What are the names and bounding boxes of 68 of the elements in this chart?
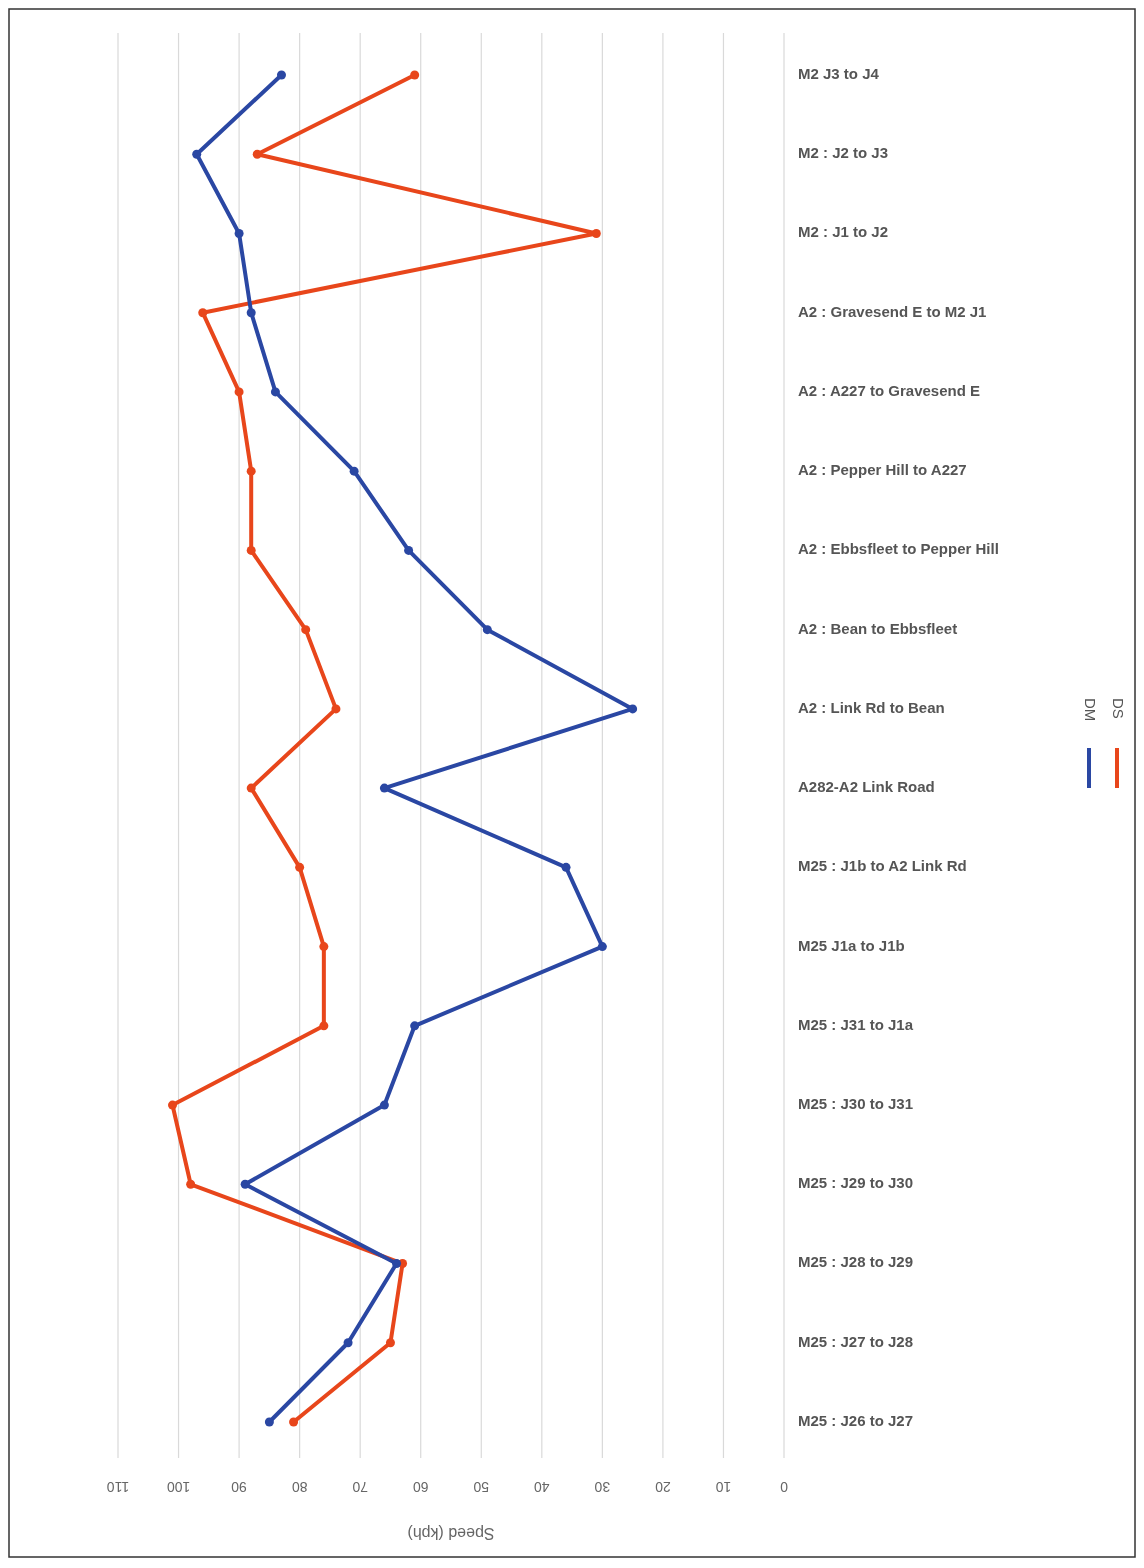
y-tick-label: A282-A2 Link Road bbox=[798, 778, 935, 796]
point bbox=[234, 228, 244, 238]
x-tick-label: 100 bbox=[166, 1479, 191, 1496]
x-tick-label: 0 bbox=[779, 1479, 788, 1496]
point bbox=[410, 70, 420, 80]
point bbox=[561, 862, 571, 872]
y-tick-label: M25 J1a to J1b bbox=[798, 936, 905, 954]
y-tick-label: M25 : J27 to J28 bbox=[798, 1332, 914, 1350]
point bbox=[410, 1021, 420, 1031]
x-tick-label: 10 bbox=[715, 1479, 732, 1496]
y-tick-label: M25 : J26 to J27 bbox=[798, 1411, 914, 1429]
y-tick-label: A2 : Ebbsfleet to Pepper Hill bbox=[798, 540, 999, 558]
x-tick-label: 110 bbox=[106, 1479, 130, 1496]
point bbox=[482, 625, 492, 635]
point bbox=[392, 1259, 402, 1269]
point bbox=[246, 466, 256, 476]
y-tick-label: M25 : J28 to J29 bbox=[798, 1253, 914, 1271]
y-tick-label: A2 : Pepper Hill to A227 bbox=[798, 461, 967, 479]
point bbox=[246, 545, 256, 555]
point bbox=[192, 149, 202, 159]
point bbox=[319, 942, 329, 952]
point bbox=[301, 625, 311, 635]
point bbox=[270, 387, 280, 397]
point bbox=[379, 1100, 389, 1110]
point bbox=[404, 545, 414, 555]
point bbox=[252, 149, 262, 159]
y-tick-label: M25 : J1b to A2 Link Rd bbox=[798, 857, 967, 875]
y-tick-label: A2 : Link Rd to Bean bbox=[798, 698, 945, 716]
point bbox=[240, 1179, 250, 1189]
point bbox=[246, 308, 256, 318]
point bbox=[295, 862, 305, 872]
point bbox=[234, 387, 244, 397]
point bbox=[276, 70, 286, 80]
text: DM bbox=[1082, 698, 1100, 722]
y-tick-label: M25 : J29 to J30 bbox=[798, 1174, 914, 1192]
y-tick-label: A2 : A227 to Gravesend E bbox=[798, 381, 981, 399]
point bbox=[379, 783, 389, 793]
point bbox=[186, 1179, 196, 1189]
point bbox=[331, 704, 341, 714]
point bbox=[198, 308, 208, 318]
point bbox=[343, 1338, 353, 1348]
x-tick-label: 50 bbox=[473, 1479, 490, 1496]
point bbox=[289, 1417, 299, 1427]
y-tick-label: A2 : Gravesend E to M2 J1 bbox=[798, 302, 987, 320]
y-tick-label: M25 : J31 to J1a bbox=[798, 1015, 914, 1033]
y-tick-label: M2 J3 to J4 bbox=[798, 64, 880, 82]
text: DS bbox=[1110, 698, 1128, 719]
x-tick-label: 20 bbox=[654, 1479, 671, 1496]
point bbox=[349, 466, 359, 476]
point bbox=[591, 228, 601, 238]
x-tick-label: 40 bbox=[533, 1479, 550, 1496]
point bbox=[385, 1338, 395, 1348]
x-tick-label: 60 bbox=[412, 1479, 429, 1496]
x-tick-label: 90 bbox=[231, 1479, 247, 1496]
point bbox=[319, 1021, 329, 1031]
x-tick-label: 30 bbox=[594, 1479, 611, 1496]
y-tick-label: A2 : Bean to Ebbsfleet bbox=[798, 619, 958, 637]
y-tick-label: M25 : J30 to J31 bbox=[798, 1095, 914, 1113]
x-axis-title: Speed (kph) bbox=[407, 1524, 495, 1542]
y-tick-label: M2 : J1 to J2 bbox=[798, 223, 889, 241]
point bbox=[628, 704, 638, 714]
point bbox=[167, 1100, 177, 1110]
x-tick-label: 70 bbox=[352, 1479, 368, 1496]
x-tick-label: 80 bbox=[291, 1479, 308, 1496]
y-tick-label: M2 : J2 to J3 bbox=[798, 144, 889, 162]
point bbox=[246, 783, 256, 793]
point bbox=[264, 1417, 274, 1427]
point bbox=[597, 942, 607, 952]
